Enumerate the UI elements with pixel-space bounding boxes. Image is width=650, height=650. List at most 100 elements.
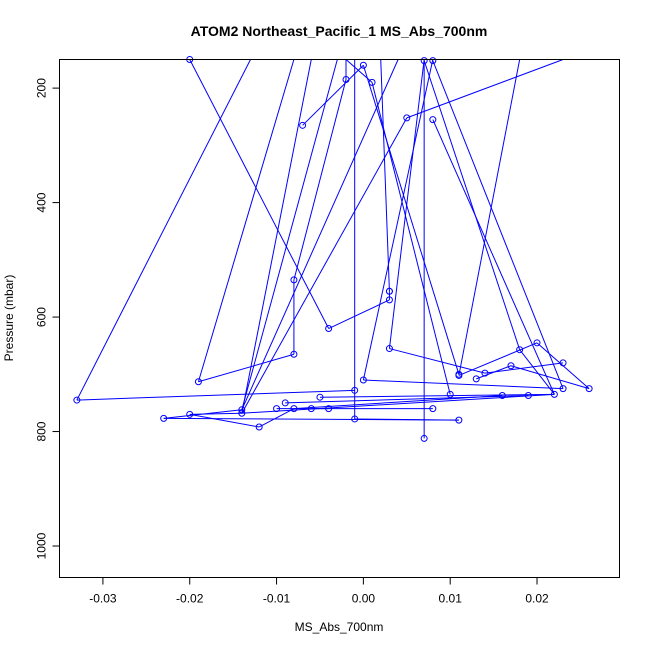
series-line-segment <box>241 393 555 414</box>
data-point <box>342 76 350 84</box>
data-point <box>429 116 437 124</box>
data-point <box>186 410 194 418</box>
x-tick-label: -0.02 <box>176 592 204 606</box>
series-line-segment <box>189 413 260 428</box>
data-point <box>385 287 393 295</box>
series-line-segment <box>458 59 521 376</box>
data-point <box>351 386 359 394</box>
data-point <box>316 393 324 401</box>
series-line-segment <box>389 348 486 374</box>
x-tick-label: 0.00 <box>352 592 376 606</box>
data-point <box>585 385 593 393</box>
data-point <box>559 385 567 393</box>
series-line-segment <box>388 59 425 349</box>
data-point <box>290 350 298 358</box>
x-tick-label: -0.01 <box>263 592 291 606</box>
y-axis: 200 400 600 800 1000 <box>35 78 60 559</box>
data-point <box>472 375 480 383</box>
series-line-segment <box>510 365 590 390</box>
series-line-segment <box>354 418 459 421</box>
data-point <box>524 391 532 399</box>
data-point <box>359 376 367 384</box>
data-point <box>533 339 541 347</box>
plot-marks <box>73 56 593 442</box>
data-point <box>429 405 437 413</box>
data-point <box>255 423 263 431</box>
data-point <box>160 414 168 422</box>
data-point <box>498 391 506 399</box>
chart-title: ATOM2 Northeast_Pacific_1 MS_Abs_700nm <box>191 23 488 39</box>
y-tick-label: 800 <box>35 421 49 441</box>
y-tick-label: 400 <box>35 192 49 212</box>
series-line-segment <box>241 59 399 410</box>
series-line-segment <box>76 389 355 401</box>
data-point <box>481 369 489 377</box>
series-line-segment <box>362 59 434 381</box>
data-point <box>299 121 307 129</box>
series-line-segment <box>293 394 503 410</box>
series-line-segment <box>198 353 295 383</box>
data-point <box>368 78 376 86</box>
series-line-segment <box>380 59 390 292</box>
data-point <box>455 370 463 378</box>
plot-frame <box>59 59 620 578</box>
x-tick-label: -0.03 <box>89 592 117 606</box>
data-point <box>290 405 298 413</box>
data-point <box>446 390 454 398</box>
data-point <box>194 378 202 386</box>
data-point <box>403 114 411 122</box>
series-line-segment <box>302 64 364 126</box>
series-line-segment <box>241 59 312 414</box>
data-point <box>516 346 524 354</box>
series-line-segment <box>241 117 408 414</box>
data-point <box>290 276 298 284</box>
data-point <box>507 362 515 370</box>
y-tick-label: 1000 <box>35 532 49 559</box>
y-tick-label: 600 <box>35 307 49 327</box>
x-tick-label: 0.02 <box>525 592 549 606</box>
data-point <box>351 415 359 423</box>
series-line-segment <box>293 79 347 280</box>
x-axis-label: MS_Abs_700nm <box>295 620 384 634</box>
series-line-segment <box>363 379 564 390</box>
series-line-segment <box>423 60 521 350</box>
data-point <box>550 390 558 398</box>
series-line-segment <box>197 59 295 382</box>
series-line-segment <box>458 342 538 376</box>
y-axis-label: Pressure (mbar) <box>2 275 16 362</box>
data-point <box>385 296 393 304</box>
series-line-segment <box>432 119 555 395</box>
x-axis: -0.03 -0.02 -0.01 0.00 0.01 0.02 <box>89 577 549 606</box>
data-point <box>359 61 367 69</box>
data-point <box>559 359 567 367</box>
data-point <box>420 57 428 65</box>
data-point <box>281 399 289 407</box>
series-line-segment <box>484 362 564 374</box>
data-point <box>73 396 81 404</box>
data-point <box>307 405 315 413</box>
series-line-segment <box>371 82 451 395</box>
series-line-segment <box>76 59 251 401</box>
series-line-segment <box>241 59 338 410</box>
series-line-segment <box>258 408 295 428</box>
data-point <box>238 409 246 417</box>
series-line-segment <box>189 412 242 415</box>
series-line-segment <box>432 60 564 389</box>
data-point <box>325 325 333 333</box>
series-line-segment <box>362 65 460 375</box>
series-line-segment <box>519 349 555 395</box>
y-tick-label: 200 <box>35 78 49 98</box>
data-point <box>385 345 393 353</box>
data-point <box>273 405 281 413</box>
data-point <box>455 416 463 424</box>
series-line-segment <box>189 59 330 329</box>
series-line-segment <box>406 59 564 119</box>
data-point <box>238 406 246 414</box>
series-line-segment <box>345 59 373 83</box>
data-point <box>420 434 428 442</box>
data-point <box>429 57 437 65</box>
data-point <box>325 405 333 413</box>
series-line-segment <box>319 393 555 398</box>
x-tick-label: 0.01 <box>439 592 463 606</box>
